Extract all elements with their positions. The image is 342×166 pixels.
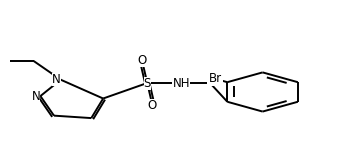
- Text: NH: NH: [172, 77, 190, 89]
- Text: S: S: [144, 77, 151, 89]
- Text: O: O: [148, 99, 157, 112]
- Text: O: O: [137, 54, 147, 67]
- Text: N: N: [52, 73, 61, 86]
- Text: N: N: [32, 90, 40, 103]
- Text: Br: Br: [208, 72, 222, 85]
